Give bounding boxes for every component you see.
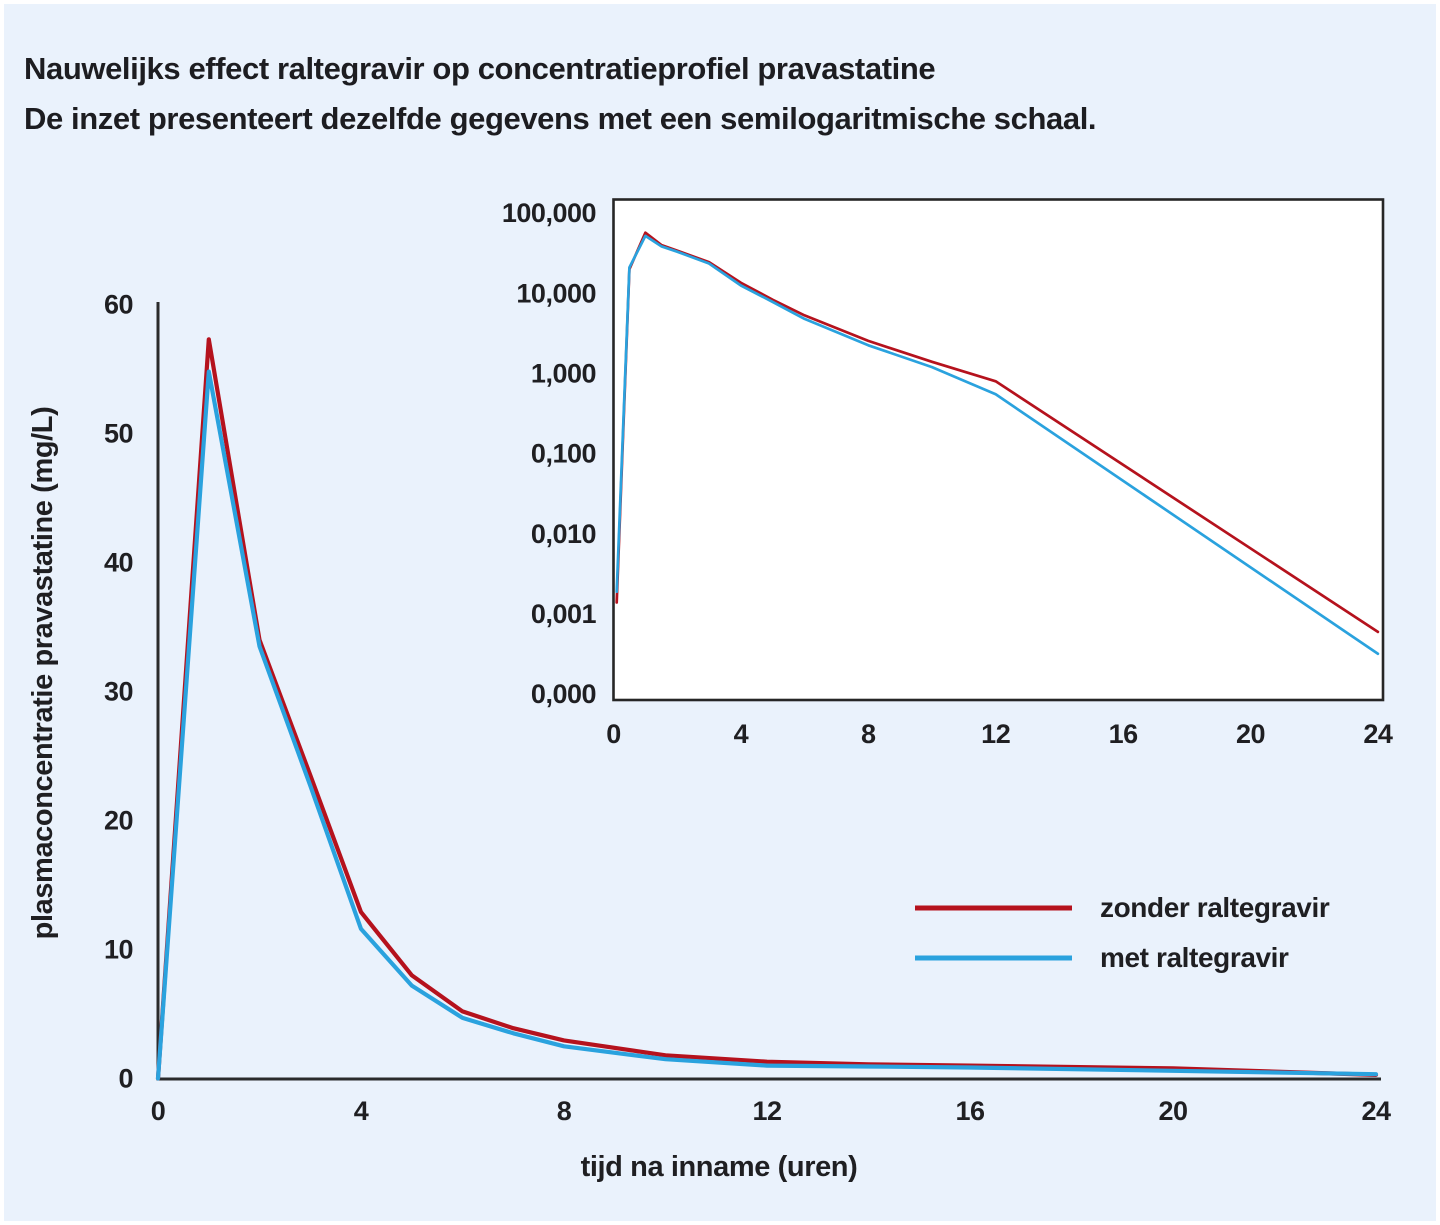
main-y-tick-label: 10 xyxy=(104,935,133,965)
main-y-tick-label: 30 xyxy=(104,677,133,707)
legend: zonder raltegravir met raltegravir xyxy=(915,892,1330,973)
inset-series-zonder-raltegravir xyxy=(615,231,1380,634)
main-x-tick-label: 20 xyxy=(1158,1096,1187,1126)
inset-y-tick-label: 0,001 xyxy=(531,599,597,629)
inset-x-tick-label: 24 xyxy=(1363,719,1393,749)
legend-label-zonder-raltegravir: zonder raltegravir xyxy=(1100,892,1330,923)
main-series-met-raltegravir xyxy=(155,369,1379,1081)
main-x-tick-label: 24 xyxy=(1361,1096,1391,1126)
main-x-tick-label: 4 xyxy=(354,1096,369,1126)
inset-y-tick-label: 0,000 xyxy=(531,679,596,709)
main-x-tick-label: 16 xyxy=(955,1096,985,1126)
inset-y-tick-label: 0,010 xyxy=(531,519,596,549)
figure-subtitle: De inzet presenteert dezelfde gegevens m… xyxy=(24,101,1097,136)
inset-y-tick-label: 0,100 xyxy=(531,439,596,469)
figure-title: Nauwelijks effect raltegravir op concent… xyxy=(24,51,936,86)
inset-y-tick-label: 10,000 xyxy=(516,278,596,308)
main-y-tick-label: 20 xyxy=(104,806,133,836)
y-axis-title: plasmaconcentratie pravastatine (mg/L) xyxy=(27,407,59,940)
main-x-tick-label: 0 xyxy=(151,1096,166,1126)
main-x-tick-label: 8 xyxy=(557,1096,572,1126)
main-y-tick-label: 60 xyxy=(104,290,133,320)
inset-x-tick-label: 20 xyxy=(1236,719,1265,749)
legend-label-met-raltegravir: met raltegravir xyxy=(1100,942,1289,973)
figure-title-block: Nauwelijks effect raltegravir op concent… xyxy=(24,44,1097,144)
x-axis-title: tijd na inname (uren) xyxy=(581,1151,858,1183)
main-y-tick-label: 40 xyxy=(104,548,133,578)
inset-y-tick-label: 100,000 xyxy=(502,198,596,228)
inset-series-met-raltegravir xyxy=(615,234,1380,656)
main-x-tick-label: 12 xyxy=(752,1096,781,1126)
inset-x-tick-label: 8 xyxy=(861,719,876,749)
inset-x-tick-label: 4 xyxy=(734,719,749,749)
inset-x-tick-label: 0 xyxy=(606,719,621,749)
main-y-tick-label: 50 xyxy=(104,419,133,449)
inset-x-tick-label: 16 xyxy=(1109,719,1139,749)
inset-x-tick-label: 12 xyxy=(981,719,1010,749)
inset-y-tick-label: 1,000 xyxy=(531,359,596,389)
main-y-tick-label: 0 xyxy=(118,1064,133,1094)
